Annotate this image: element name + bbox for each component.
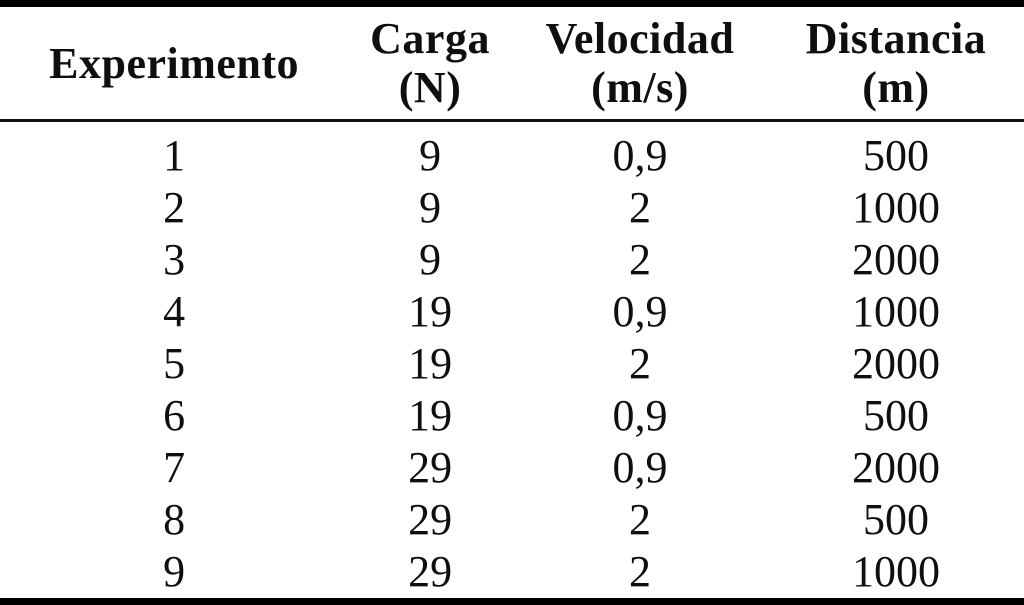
column-header-distancia: Distancia (m) bbox=[768, 4, 1024, 121]
cell-velocidad: 2 bbox=[628, 495, 651, 544]
cell-velocidad: 2 bbox=[628, 547, 651, 596]
cell-distancia: 2000 bbox=[851, 339, 940, 388]
cell-carga: 9 bbox=[419, 235, 442, 284]
table-header: Experimento Carga (N) Velocidad (m/s) Di… bbox=[0, 4, 1024, 121]
column-header-experimento: Experimento bbox=[0, 4, 348, 121]
table-row: 1 9 0,9 500 bbox=[0, 121, 1024, 183]
table-row: 8 29 2 500 bbox=[0, 494, 1024, 546]
table-body: 1 9 0,9 500 2 9 2 1000 3 9 2 2000 4 19 0… bbox=[0, 121, 1024, 602]
cell-carga: 19 bbox=[408, 287, 453, 336]
cell-experimento: 6 bbox=[163, 391, 186, 440]
cell-distancia: 500 bbox=[862, 495, 929, 544]
column-title: Carga bbox=[370, 14, 490, 63]
cell-velocidad: 2 bbox=[628, 235, 651, 284]
table-row: 2 9 2 1000 bbox=[0, 182, 1024, 234]
table-row: 4 19 0,9 1000 bbox=[0, 286, 1024, 338]
cell-carga: 9 bbox=[419, 131, 442, 180]
cell-distancia: 500 bbox=[862, 131, 929, 180]
column-title: Distancia bbox=[805, 14, 987, 63]
cell-experimento: 8 bbox=[163, 495, 186, 544]
cell-velocidad: 2 bbox=[628, 339, 651, 388]
cell-distancia: 2000 bbox=[851, 235, 940, 284]
table-row: 6 19 0,9 500 bbox=[0, 390, 1024, 442]
cell-experimento: 9 bbox=[163, 547, 186, 596]
column-title: Velocidad bbox=[545, 14, 735, 63]
cell-distancia: 1000 bbox=[851, 547, 940, 596]
cell-experimento: 3 bbox=[163, 235, 186, 284]
header-row: Experimento Carga (N) Velocidad (m/s) Di… bbox=[0, 4, 1024, 121]
table-row: 7 29 0,9 2000 bbox=[0, 442, 1024, 494]
table-row: 5 19 2 2000 bbox=[0, 338, 1024, 390]
cell-experimento: 2 bbox=[163, 183, 186, 232]
cell-experimento: 5 bbox=[163, 339, 186, 388]
cell-distancia: 1000 bbox=[851, 183, 940, 232]
table-row: 9 29 2 1000 bbox=[0, 546, 1024, 602]
column-title: Experimento bbox=[49, 38, 300, 88]
cell-experimento: 1 bbox=[163, 131, 186, 180]
column-header-velocidad: Velocidad (m/s) bbox=[512, 4, 768, 121]
cell-carga: 29 bbox=[408, 443, 453, 492]
table-row: 3 9 2 2000 bbox=[0, 234, 1024, 286]
column-unit: (m) bbox=[862, 63, 930, 112]
cell-distancia: 500 bbox=[862, 391, 929, 440]
cell-velocidad: 0,9 bbox=[612, 287, 668, 336]
cell-carga: 29 bbox=[408, 495, 453, 544]
column-unit: (N) bbox=[398, 63, 462, 112]
cell-distancia: 1000 bbox=[851, 287, 940, 336]
cell-velocidad: 0,9 bbox=[612, 443, 668, 492]
cell-experimento: 7 bbox=[163, 443, 186, 492]
column-header-carga: Carga (N) bbox=[348, 4, 512, 121]
cell-velocidad: 2 bbox=[628, 183, 651, 232]
cell-experimento: 4 bbox=[163, 287, 186, 336]
cell-velocidad: 0,9 bbox=[612, 391, 668, 440]
cell-carga: 19 bbox=[408, 339, 453, 388]
cell-velocidad: 0,9 bbox=[612, 131, 668, 180]
cell-carga: 29 bbox=[408, 547, 453, 596]
cell-carga: 19 bbox=[408, 391, 453, 440]
cell-carga: 9 bbox=[419, 183, 442, 232]
cell-distancia: 2000 bbox=[851, 443, 940, 492]
column-unit: (m/s) bbox=[591, 63, 689, 112]
